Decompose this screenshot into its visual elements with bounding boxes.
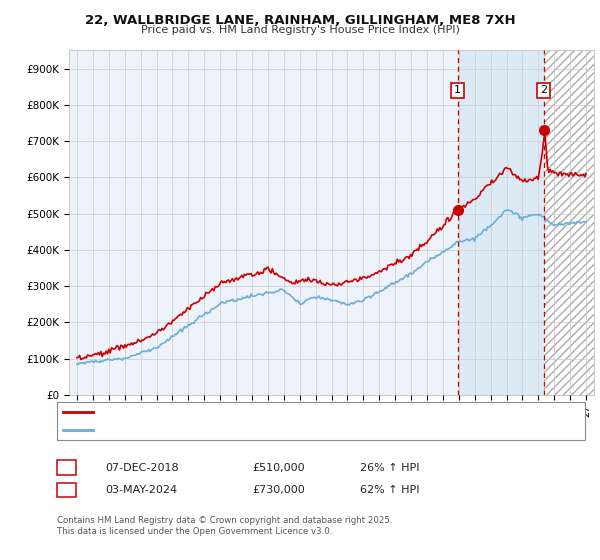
Text: Contains HM Land Registry data © Crown copyright and database right 2025.
This d: Contains HM Land Registry data © Crown c…	[57, 516, 392, 536]
Text: £730,000: £730,000	[252, 485, 305, 495]
Text: 1: 1	[454, 85, 461, 95]
Text: 22, WALLBRIDGE LANE, RAINHAM, GILLINGHAM, ME8 7XH: 22, WALLBRIDGE LANE, RAINHAM, GILLINGHAM…	[85, 14, 515, 27]
Text: 03-MAY-2024: 03-MAY-2024	[105, 485, 177, 495]
Text: 22, WALLBRIDGE LANE, RAINHAM, GILLINGHAM, ME8 7XH (detached house): 22, WALLBRIDGE LANE, RAINHAM, GILLINGHAM…	[99, 407, 471, 417]
Text: HPI: Average price, detached house, Swale: HPI: Average price, detached house, Swal…	[99, 425, 309, 435]
Bar	[544, 50, 599, 395]
Text: 1: 1	[63, 461, 70, 474]
Text: Price paid vs. HM Land Registry's House Price Index (HPI): Price paid vs. HM Land Registry's House …	[140, 25, 460, 35]
Text: 2: 2	[540, 85, 547, 95]
Text: 26% ↑ HPI: 26% ↑ HPI	[360, 463, 419, 473]
Text: £510,000: £510,000	[252, 463, 305, 473]
Text: 62% ↑ HPI: 62% ↑ HPI	[360, 485, 419, 495]
Text: 07-DEC-2018: 07-DEC-2018	[105, 463, 179, 473]
Bar	[458, 50, 544, 395]
Text: 2: 2	[63, 483, 70, 497]
